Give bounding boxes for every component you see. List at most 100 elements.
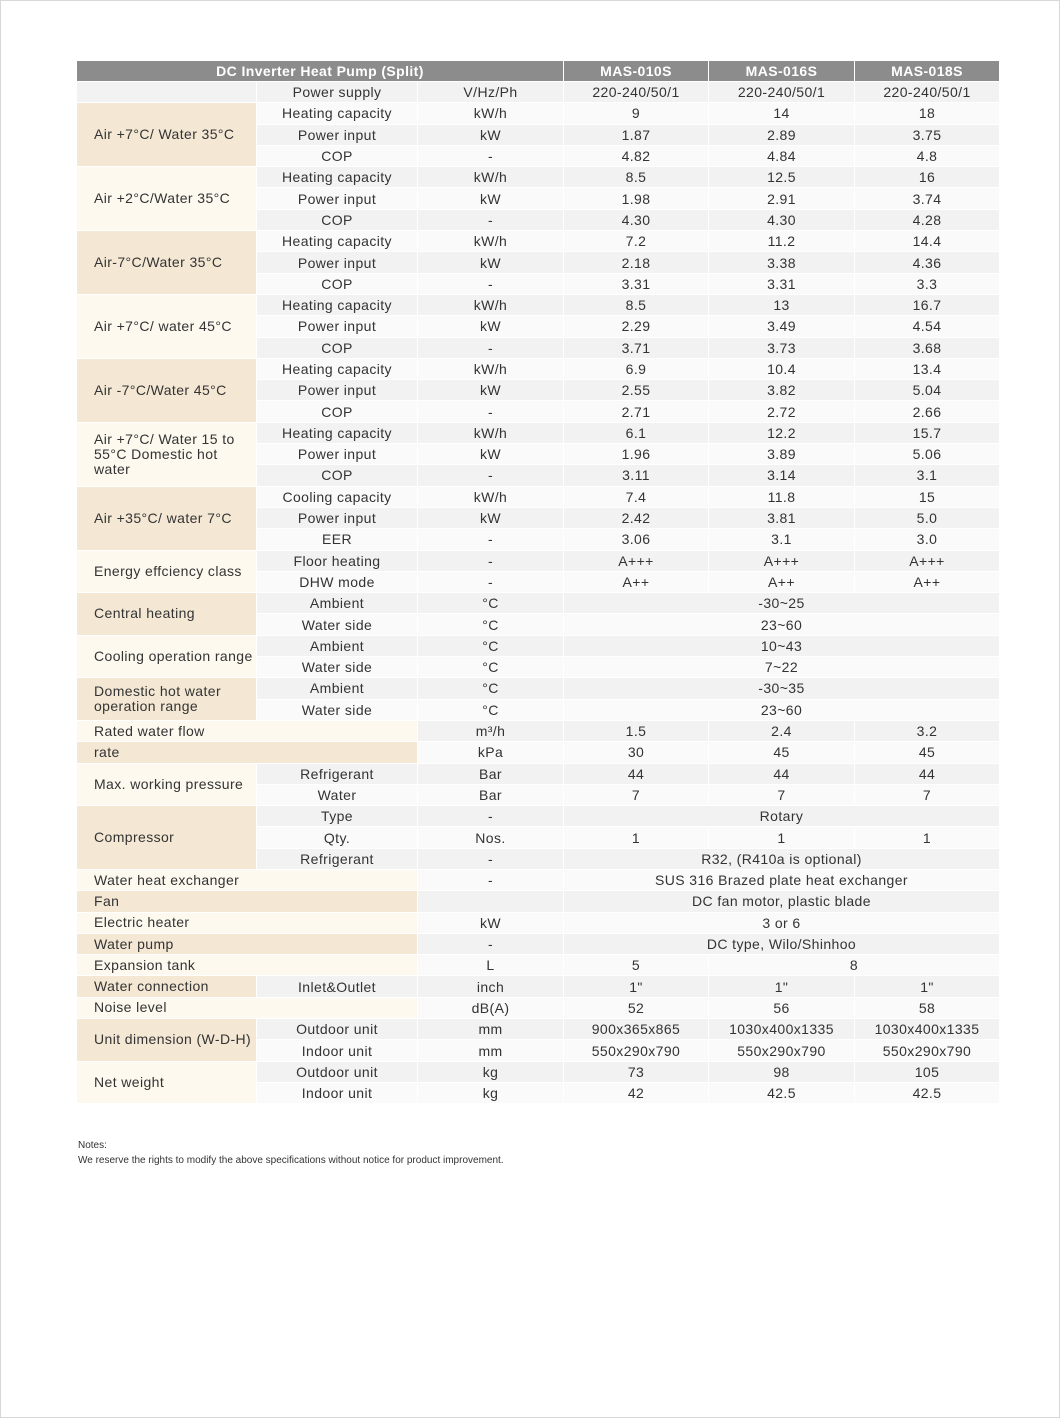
unit-cell: kW: [417, 315, 564, 338]
unit-cell: kW/h: [417, 421, 564, 445]
value-cell: 3.3: [854, 272, 1000, 295]
value-cell: 2.4: [708, 719, 855, 743]
table-row: DHW mode - A++ A++ A++: [77, 570, 1000, 594]
unit-cell: m³/h: [417, 719, 564, 743]
value-cell: 6.1: [563, 421, 709, 445]
table-row: Compressor Type - Rotary: [76, 805, 1000, 870]
value-cell: 3.31: [563, 272, 709, 295]
value-cell: 1: [854, 826, 1000, 849]
unit-cell: dB(A): [417, 996, 564, 1020]
table-row: Energy effciency class Floor heating - A+++…: [76, 549, 1000, 594]
unit-cell: kPa: [417, 741, 564, 764]
value-cell: 1.5: [563, 719, 709, 743]
param-cell: Water side: [256, 613, 418, 636]
value-cell: 3.89: [708, 443, 855, 466]
param-cell: Ambient: [256, 634, 418, 658]
value-cell: DC type, Wilo/Shinhoo: [563, 932, 1000, 956]
value-cell: -30~25: [563, 592, 1000, 615]
group-label: Water pump: [76, 932, 418, 956]
param-cell: Heating capacity: [256, 230, 418, 253]
unit-cell: V/Hz/Ph: [417, 80, 564, 104]
value-cell: 7: [563, 783, 709, 807]
value-cell: 52: [563, 996, 709, 1020]
value-cell: A++: [708, 570, 855, 594]
table-row: Power input kW 1.96 3.89 5.06: [77, 443, 1000, 466]
table-row: Electric heater kW 3 or 6: [76, 911, 1000, 934]
value-cell: R32, (R410a is optional): [563, 847, 1000, 870]
value-cell: 3 or 6: [563, 911, 1000, 934]
value-cell: DC fan motor, plastic blade: [563, 890, 1000, 913]
value-cell: 5.0: [854, 506, 1000, 530]
model-header: MAS-010S: [563, 60, 709, 82]
param-cell: Type: [256, 805, 418, 828]
table-row: rate kPa 30 45 45: [76, 741, 1000, 764]
value-cell: 1030x400x1335: [854, 1018, 1000, 1041]
value-cell: 3.38: [708, 251, 855, 274]
param-cell: Power supply: [256, 80, 418, 104]
unit-cell: kW: [417, 251, 564, 274]
param-cell: COP: [256, 336, 418, 359]
param-cell: Heating capacity: [256, 102, 418, 125]
table-row: COP -2.71 2.72 2.66: [77, 400, 1000, 423]
unit-cell: -: [417, 570, 564, 594]
unit-cell: [417, 890, 564, 913]
value-cell: 23~60: [563, 698, 1000, 721]
group-label: Compressor: [76, 805, 257, 870]
group-label: Air -7°C/Water 45°C: [76, 357, 257, 423]
param-cell: Water: [256, 783, 418, 807]
param-cell: Water side: [256, 698, 418, 721]
value-cell: 11.8: [708, 485, 855, 508]
table-row: Fan DC fan motor, plastic blade: [76, 890, 1000, 913]
value-cell: 42.5: [854, 1081, 1000, 1105]
param-cell: Power input: [256, 123, 418, 146]
unit-cell: kW/h: [417, 102, 564, 125]
value-cell: 10.4: [708, 357, 855, 381]
value-cell: 4.28: [854, 208, 1000, 232]
table-row: Unit dimension (W-D-H) Outdoor unit mm 900x…: [76, 1018, 1000, 1062]
spec-table: DC Inverter Heat Pump (Split) MAS-010S M…: [76, 60, 1000, 1105]
param-cell: Refrigerant: [256, 762, 418, 785]
value-cell: 58: [854, 996, 1000, 1020]
group-label: Water connection: [76, 975, 257, 998]
table-row: Water pump - DC type, Wilo/Shinhoo: [76, 932, 1000, 956]
value-cell: 16.7: [854, 293, 1000, 317]
unit-cell: kW/h: [417, 166, 564, 189]
value-cell: 220-240/50/1: [854, 80, 1000, 104]
value-cell: 14.4: [854, 230, 1000, 253]
unit-cell: °C: [417, 656, 564, 679]
value-cell: 9: [563, 102, 709, 125]
value-cell: 220-240/50/1: [708, 80, 855, 104]
value-cell: 45: [708, 741, 855, 764]
table-row: Refrigerant - R32, (R410a is optional): [77, 847, 1000, 870]
model-header: MAS-016S: [708, 60, 855, 82]
value-cell: 3.31: [708, 272, 855, 295]
param-cell: Floor heating: [256, 549, 418, 572]
value-cell: 42.5: [708, 1081, 855, 1105]
value-cell: 8.5: [563, 166, 709, 189]
table-row: Power input kW 2.55 3.82 5.04: [77, 379, 1000, 402]
group-label: Air +2°C/Water 35°C: [76, 166, 257, 232]
param-cell: Indoor unit: [256, 1081, 418, 1105]
value-cell: 15: [854, 485, 1000, 508]
table-row: Water side °C 23~60: [77, 613, 1000, 636]
value-cell: 73: [563, 1060, 709, 1083]
value-cell: 2.18: [563, 251, 709, 274]
value-cell: 1": [563, 975, 709, 998]
unit-cell: kW/h: [417, 357, 564, 381]
unit-cell: -: [417, 868, 564, 892]
param-cell: Indoor unit: [256, 1039, 418, 1062]
value-cell: 2.29: [563, 315, 709, 338]
value-cell: 44: [563, 762, 709, 785]
value-cell: 10~43: [563, 634, 1000, 658]
unit-cell: kW: [417, 187, 564, 210]
value-cell: 3.2: [854, 719, 1000, 743]
unit-cell: -: [417, 208, 564, 232]
unit-cell: kW: [417, 443, 564, 466]
param-cell: Refrigerant: [256, 847, 418, 870]
value-cell: 6.9: [563, 357, 709, 381]
param-cell: Heating capacity: [256, 166, 418, 189]
unit-cell: Nos.: [417, 826, 564, 849]
model-header: MAS-018S: [854, 60, 1000, 82]
value-cell: 2.91: [708, 187, 855, 210]
table-row: Water side °C 23~60: [77, 698, 1000, 721]
